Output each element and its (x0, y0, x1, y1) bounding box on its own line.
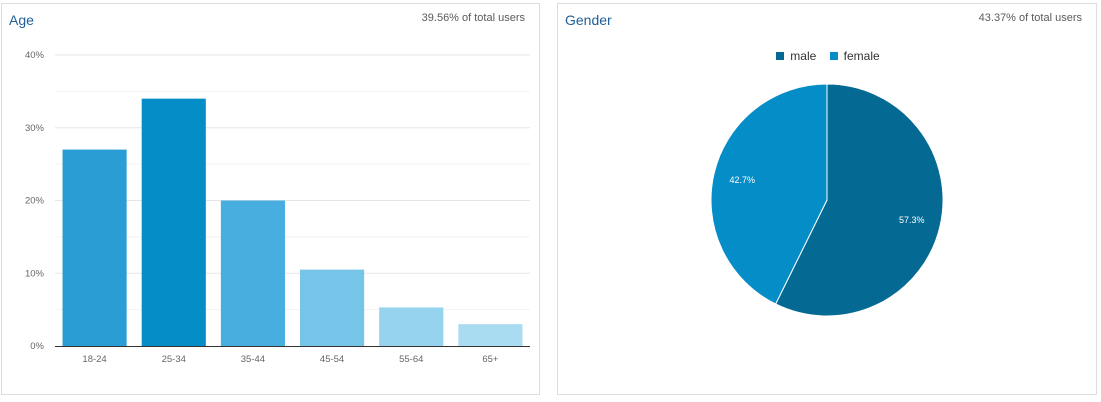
x-tick-label: 55-64 (399, 354, 423, 365)
age-bar-chart: 0% 10% 20% 30% 40% 18-24 25-34 35-44 45-54 55-64 6… (25, 50, 530, 365)
legend-swatch-male (776, 52, 785, 60)
pie-label-female: 42.7% (730, 175, 756, 185)
x-tick-label: 25-34 (162, 354, 186, 365)
bar-45-54[interactable] (300, 269, 365, 346)
legend-label-male: male (790, 49, 817, 63)
gender-panel-title: Gender (565, 12, 612, 28)
bar-65+[interactable] (458, 324, 523, 346)
x-tick-label: 18-24 (82, 354, 106, 365)
y-tick-label: 40% (25, 50, 45, 61)
legend-item-male[interactable]: male (776, 49, 816, 63)
age-panel-title: Age (9, 12, 34, 28)
y-tick-label: 10% (25, 268, 45, 279)
y-tick-label: 20% (25, 196, 45, 207)
pie-label-male: 57.3% (899, 215, 925, 225)
x-tick-label: 65+ (482, 354, 499, 365)
x-tick-label: 35-44 (241, 354, 265, 365)
bar-18-24[interactable] (62, 149, 127, 346)
pie-slice-female[interactable] (710, 83, 828, 305)
bar-55-64[interactable] (379, 307, 444, 346)
gender-pie-chart: 57.3% 42.7% (710, 83, 944, 317)
legend-swatch-female (829, 52, 838, 60)
gender-panel: Gender 43.37% of total users male female… (557, 3, 1097, 395)
y-tick-label: 0% (30, 341, 44, 352)
legend-label-female: female (843, 49, 880, 63)
bar-25-34[interactable] (141, 98, 206, 347)
gender-total-users: 43.37% of total users (978, 12, 1082, 24)
gender-legend: male female (558, 49, 1098, 63)
y-tick-label: 30% (25, 123, 45, 134)
age-total-users: 39.56% of total users (421, 12, 525, 24)
bar-35-44[interactable] (220, 200, 285, 347)
legend-item-female[interactable]: female (829, 49, 880, 63)
pie-slice-male[interactable] (774, 83, 944, 317)
x-tick-label: 45-54 (320, 354, 344, 365)
age-panel: Age 39.56% of total users 0% 10% 20% 30% 40%… (1, 3, 540, 395)
